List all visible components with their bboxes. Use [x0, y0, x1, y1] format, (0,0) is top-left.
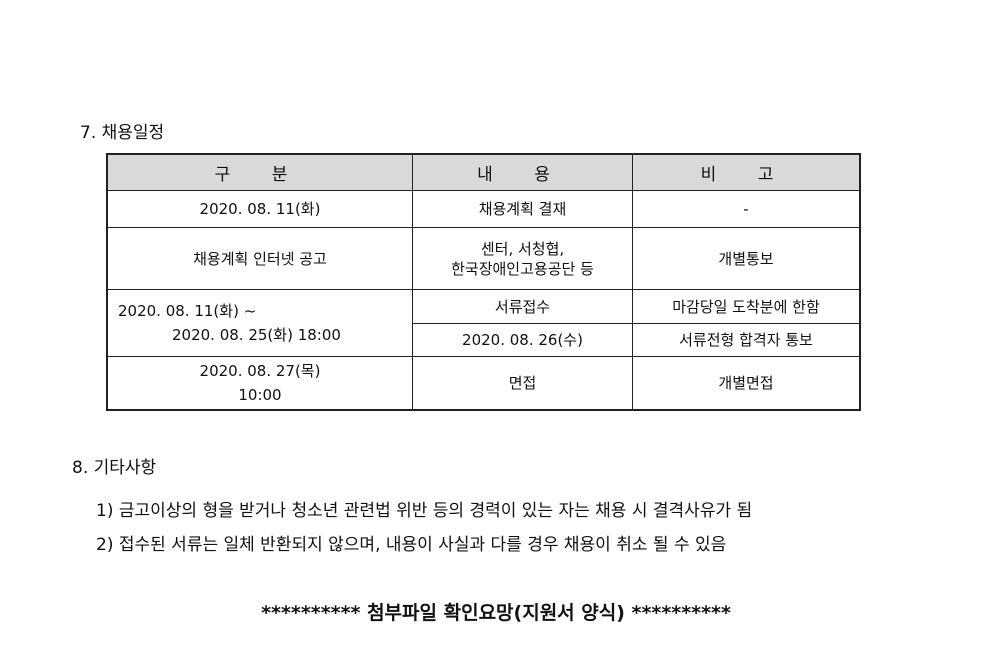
cell-line: 2020. 08. 25(화) 18:00 [172, 326, 341, 344]
table-header-row: 구 분 내 용 비 고 [106, 153, 861, 191]
cell-line: 2020. 08. 27(목) [199, 361, 321, 380]
cell-line: 센터, 서청협, [480, 239, 565, 258]
table-row: 채용계획 인터넷 공고 센터, 서청협, 한국장애인고용공단 등 개별통보 [106, 227, 861, 290]
cell: 2020. 08. 11(화) ~ 2020. 08. 25(화) 18:00 [106, 289, 413, 357]
cell: 개별통보 [632, 227, 861, 290]
cell-line: 10:00 [238, 385, 282, 404]
table-row: 2020. 08. 26(수) 서류전형 합격자 통보 [107, 323, 861, 357]
cell: 2020. 08. 11(화) [106, 190, 413, 228]
table-row: 2020. 08. 11(화) 채용계획 결재 - [106, 190, 861, 228]
cell: 센터, 서청협, 한국장애인고용공단 등 [412, 227, 633, 290]
cell: 마감당일 도착분에 한함 [632, 289, 861, 324]
section-7-title: 7. 채용일정 [80, 123, 165, 143]
cell: - [632, 190, 861, 228]
note-item: 2) 접수된 서류는 일체 반환되지 않으며, 내용이 사실과 다를 경우 채용… [96, 535, 727, 555]
table-row: 2020. 08. 11(화) ~ 2020. 08. 25(화) 18:00 서… [106, 289, 861, 357]
cell: 면접 [412, 356, 633, 410]
cell: 개별면접 [632, 356, 861, 410]
header-content: 내 용 [412, 153, 633, 191]
header-category: 구 분 [106, 153, 413, 191]
cell-line: 한국장애인고용공단 등 [451, 259, 594, 278]
note-item: 1) 금고이상의 형을 받거나 청소년 관련법 위반 등의 경력이 있는 자는 … [96, 501, 753, 521]
cell: 서류전형 합격자 통보 [632, 323, 861, 357]
cell: 서류접수 [412, 289, 633, 324]
schedule-table: 구 분 내 용 비 고 2020. 08. 11(화) 채용계획 결재 - 채용… [106, 153, 861, 411]
cell: 2020. 08. 26(수) [412, 323, 633, 357]
attachment-notice: ********** 첨부파일 확인요망(지원서 양식) ********** [261, 602, 731, 624]
cell: 채용계획 결재 [412, 190, 633, 228]
cell-line: 2020. 08. 11(화) ~ [118, 302, 257, 320]
cell: 채용계획 인터넷 공고 [106, 227, 413, 290]
cell: 2020. 08. 27(목) 10:00 [106, 356, 413, 410]
table-row: 2020. 08. 27(목) 10:00 면접 개별면접 [106, 356, 861, 410]
header-note: 비 고 [632, 153, 861, 191]
section-8-title: 8. 기타사항 [72, 458, 157, 478]
